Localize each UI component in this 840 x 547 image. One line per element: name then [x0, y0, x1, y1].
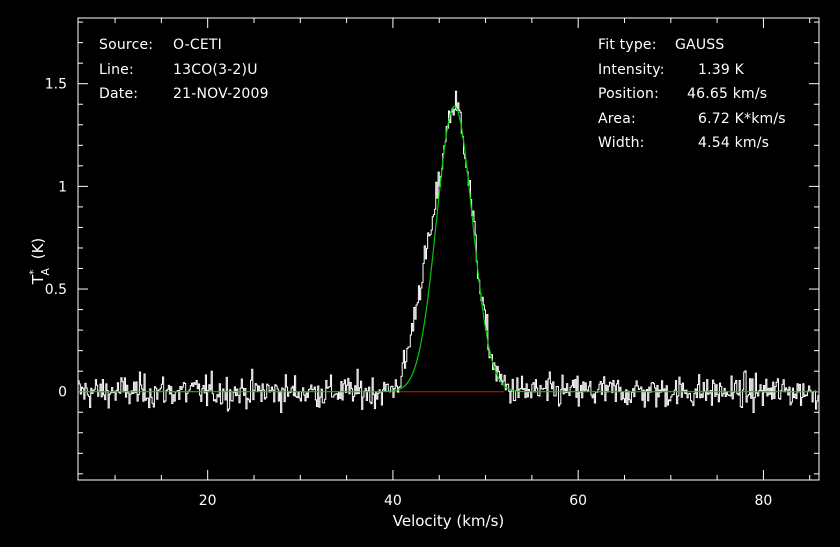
x-tick-label: 60 — [569, 493, 587, 509]
x-axis-label: Velocity (km/s) — [393, 512, 504, 530]
x-tick-label: 20 — [199, 493, 217, 509]
info-row: Fit type: GAUSS — [598, 33, 818, 58]
x-tick-label: 40 — [384, 493, 402, 509]
info-value: GAUSS — [675, 37, 725, 53]
info-row: Area: 6.72 K*km/s — [598, 107, 818, 132]
y-tick-label: 0 — [58, 385, 67, 401]
info-row: Source: O-CETI — [99, 33, 359, 58]
info-value: 21-NOV-2009 — [173, 86, 269, 102]
info-row: Position: 46.65 km/s — [598, 82, 818, 107]
info-row: Date: 21-NOV-2009 — [99, 82, 359, 107]
info-key: Position: — [598, 86, 660, 102]
info-key: Intensity: — [598, 61, 665, 78]
info-key: Fit type: — [598, 37, 657, 53]
info-key: Source: — [99, 37, 154, 53]
info-row: Intensity: 1.39 K — [598, 58, 818, 83]
source-info-panel: Source: O-CETI Line: 13CO(3-2)U Date: 21-NOV-… — [99, 33, 359, 107]
info-value: 6.72 K*km/s — [698, 110, 786, 127]
fit-info-panel: Fit type: GAUSS Intensity: 1.39 K Position: 4… — [598, 33, 818, 156]
y-tick-label: 1 — [58, 179, 67, 195]
info-value: 1.39 K — [698, 61, 745, 78]
x-tick-label: 80 — [755, 493, 773, 509]
info-value: 4.54 km/s — [698, 135, 770, 151]
y-tick-label: 1.5 — [45, 77, 67, 93]
plot-frame — [77, 17, 820, 481]
info-value: 46.65 km/s — [687, 86, 768, 102]
info-value: 13CO(3-2)U — [173, 61, 258, 78]
info-key: Date: — [99, 86, 139, 102]
y-axis-label-text: T*A (K) — [27, 238, 52, 286]
info-key: Width: — [598, 135, 645, 151]
info-value: O-CETI — [173, 37, 222, 53]
info-key: Line: — [99, 61, 134, 78]
series-layer — [78, 90, 819, 414]
axis-ticks: 20 40 60 80 0 0.5 1 1.5 — [45, 18, 819, 509]
gaussian-fit-line — [78, 105, 819, 393]
info-row: Line: 13CO(3-2)U — [99, 58, 359, 83]
info-row: Width: 4.54 km/s — [598, 131, 818, 156]
y-tick-label: 0.5 — [45, 282, 67, 298]
y-axis-label: T*A (K) — [27, 238, 52, 286]
info-key: Area: — [598, 110, 636, 127]
